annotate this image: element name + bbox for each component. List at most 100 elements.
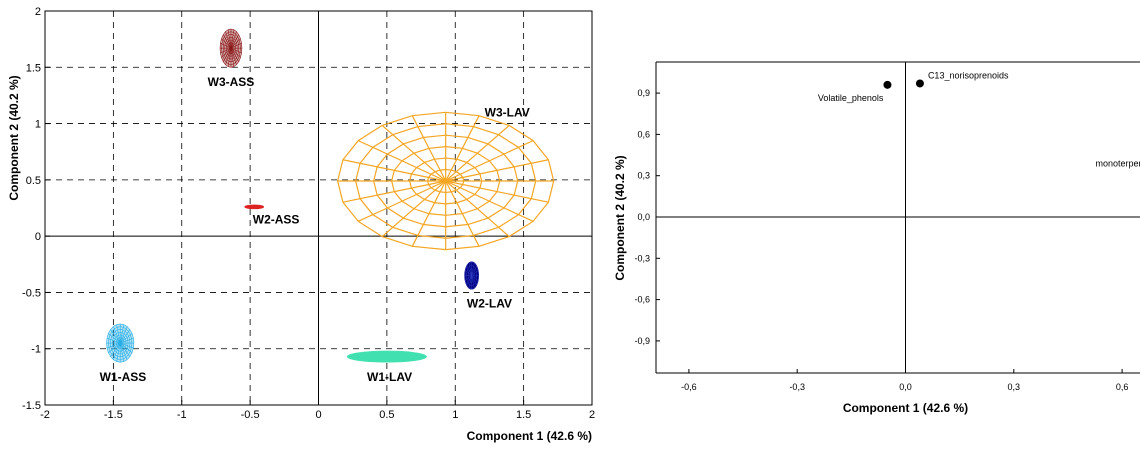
x-tick-label: 0,0 [899, 382, 912, 392]
ellipse-spoke [110, 342, 121, 357]
ellipse-spoke [445, 124, 510, 182]
y-tick-label: 0 [35, 231, 41, 243]
ellipse-spoke [342, 180, 446, 203]
x-tick-label: -1 [177, 409, 187, 421]
ellipse-spoke [116, 343, 121, 362]
ellipse-spoke [230, 47, 239, 62]
ellipse-spoke [230, 48, 235, 67]
ellipse-spoke [120, 342, 133, 353]
ellipse-w3-lav [337, 111, 555, 251]
y-axis-title: Component 2 (40.2 %) [7, 75, 21, 200]
ellipse-spoke [108, 342, 121, 353]
y-axis-title: Component 2 (40.2 %) [613, 155, 627, 280]
ellipse-spoke [411, 180, 447, 247]
y-tick-label: 1.5 [26, 62, 41, 74]
ellipse-spoke [119, 329, 131, 344]
scores-plot-panel: -2 -1.5 -1 -0.5 0 0.5 1 1.5 2 -1.5 -1 -0.5 0 0.5 1 1.5 2… [7, 6, 595, 443]
ellipse-spoke [119, 324, 125, 344]
ellipse-spoke [230, 47, 241, 58]
ellipse-spoke [120, 337, 134, 344]
group-label: W3-LAV [485, 105, 530, 119]
y-tick-label: -1 [31, 344, 41, 356]
ellipse-spoke [445, 180, 549, 203]
x-tick-label: 0,3 [1008, 382, 1021, 392]
ellipse-spoke [230, 34, 239, 49]
ellipse-ring [464, 261, 479, 290]
ellipse-spoke [471, 275, 479, 281]
ellipse-w2-lav [464, 261, 479, 290]
x-tick-label: -2 [40, 409, 50, 421]
ellipse-spoke [466, 275, 472, 286]
x-tick-label: -0,6 [681, 382, 697, 392]
ellipse-w1-lav [346, 350, 427, 363]
loading-label: Volatile_phenols [818, 93, 884, 103]
ellipse-spoke [471, 275, 477, 286]
x-tick-label: 0.5 [379, 409, 394, 421]
y-tick-label: 2 [35, 6, 41, 18]
x-tick-label: -0,3 [789, 382, 805, 392]
y-tick-label: 0,9 [637, 88, 650, 98]
x-tick-label: 2 [589, 409, 595, 421]
x-axis-title: Component 1 (42.6 %) [843, 401, 968, 415]
ellipse-spoke [230, 38, 241, 49]
ellipse-spoke [471, 263, 475, 276]
ellipse-spoke [221, 38, 232, 49]
ellipse-spoke [445, 140, 534, 182]
ellipse-spoke [381, 124, 447, 182]
ellipse-spoke [445, 159, 549, 182]
group-label: W2-LAV [467, 297, 512, 311]
loadings-plot-panel: -0,9-0,6-0,30,00,30,60,9-0,9-0,6-0,30,00… [573, 0, 1140, 445]
ellipse-w3-ass [219, 28, 243, 68]
ellipse-spoke [227, 48, 232, 67]
ellipse-spoke [116, 324, 121, 344]
ellipse-spoke [106, 337, 121, 344]
ellipse-spoke [445, 180, 480, 247]
ellipse-spoke [113, 326, 121, 344]
x-tick-label: -0.5 [241, 409, 260, 421]
ellipse-spoke [445, 180, 534, 222]
ellipse-spoke [358, 180, 446, 222]
ellipse-spoke [119, 343, 125, 362]
ellipse-w1-ass [106, 323, 135, 363]
ellipse-fill [244, 204, 265, 210]
ellipse-spoke [230, 31, 237, 49]
ellipse-spoke [230, 42, 242, 49]
ellipse-spoke [225, 48, 232, 65]
y-tick-label: -0.5 [22, 287, 41, 299]
x-axis-title: Component 1 (42.6 %) [467, 429, 592, 443]
ellipse-spoke [119, 326, 128, 344]
ellipse-spoke [471, 275, 475, 289]
ellipse-spoke [108, 333, 121, 344]
ellipse-spoke [230, 29, 235, 49]
scores-plot: -2 -1.5 -1 -0.5 0 0.5 1 1.5 2-1.5-1-0.500.511.52… [7, 6, 595, 443]
ellipse-spoke [222, 34, 232, 49]
ellipse-spoke [120, 333, 133, 344]
y-tick-label: -1.5 [22, 400, 41, 412]
x-tick-label: 1 [452, 409, 458, 421]
loadings-plot: -0,9-0,6-0,30,00,30,60,9-0,9-0,6-0,30,00… [573, 61, 1140, 415]
y-tick-label: -0,6 [634, 295, 650, 305]
loading-point [883, 80, 892, 89]
ellipse-spoke [445, 115, 480, 182]
ellipse-spoke [465, 270, 472, 276]
group-label: W1-LAV [367, 370, 412, 384]
ellipse-spoke [110, 329, 121, 344]
ellipse-spoke [220, 42, 232, 49]
ellipse-spoke [471, 270, 479, 276]
y-tick-label: 0,3 [637, 171, 650, 181]
ellipse-spoke [465, 275, 472, 281]
ellipse-spoke [230, 47, 242, 54]
ellipse-spoke [411, 115, 447, 182]
loading-label: C13_norisoprenoids [928, 70, 1009, 80]
ellipse-spoke [119, 342, 128, 360]
ellipse-spoke [106, 342, 121, 349]
x-tick-label: 0 [315, 409, 321, 421]
ellipse-spoke [466, 265, 472, 276]
y-tick-label: -0,9 [634, 336, 650, 346]
y-tick-label: 0.5 [26, 175, 41, 187]
ellipse-spoke [222, 47, 232, 62]
ellipse-spoke [113, 342, 121, 360]
y-tick-label: 0,0 [637, 212, 650, 222]
loading-point [915, 79, 924, 88]
ellipse-spoke [220, 47, 232, 54]
